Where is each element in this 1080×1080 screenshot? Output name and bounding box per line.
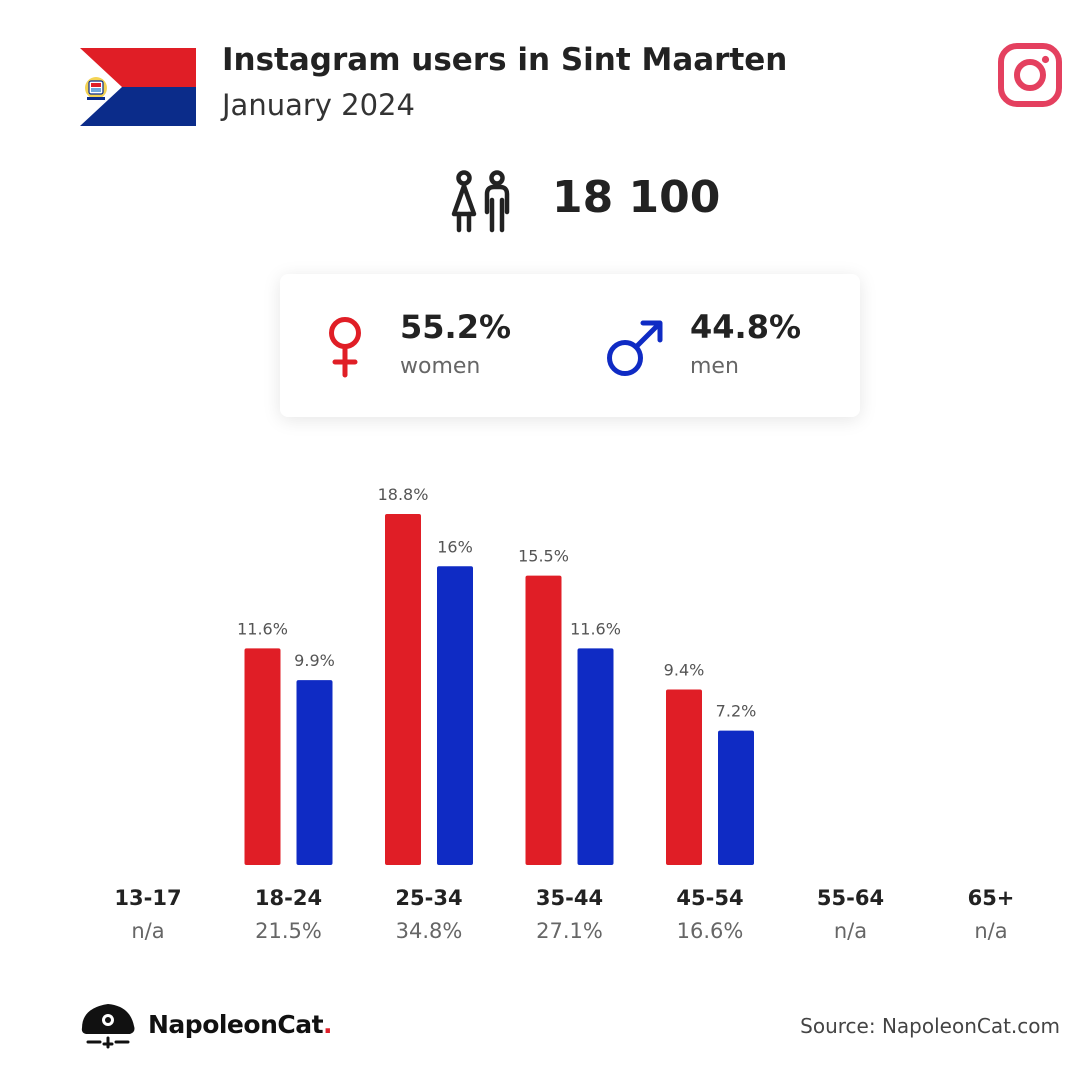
women-percentage: 55.2% <box>400 308 512 346</box>
age-group-label: 35-44 <box>536 886 603 910</box>
brand-name: NapoleonCat. <box>148 1010 333 1039</box>
age-group-share: 16.6% <box>677 919 744 943</box>
bar-value-label: 7.2% <box>716 702 757 721</box>
bar-value-label: 11.6% <box>237 619 288 638</box>
sint-maarten-flag-icon <box>80 48 196 126</box>
bar-men <box>296 680 333 865</box>
bar-women <box>525 575 562 865</box>
bar-women <box>244 648 281 865</box>
napoleoncat-logo-icon <box>81 1004 135 1049</box>
page-subtitle: January 2024 <box>222 88 415 122</box>
age-group-share: n/a <box>131 919 164 943</box>
men-percentage: 44.8% <box>690 308 802 346</box>
bar-value-label: 11.6% <box>570 619 621 638</box>
gender-split-card <box>280 274 860 417</box>
bar-value-label: 9.4% <box>664 661 705 680</box>
men-label: men <box>690 354 739 379</box>
age-group-label: 45-54 <box>676 886 743 910</box>
bar-women <box>666 689 702 865</box>
age-group-share: n/a <box>974 919 1007 943</box>
bar-men <box>577 648 614 865</box>
age-group-share: n/a <box>834 919 867 943</box>
male-symbol-icon <box>607 320 663 376</box>
age-group-label: 18-24 <box>255 886 322 910</box>
bar-value-label: 9.9% <box>294 651 335 670</box>
women-label: women <box>400 354 481 379</box>
age-group-share: 21.5% <box>255 919 322 943</box>
bar-men <box>718 730 754 865</box>
bar-women <box>385 514 421 865</box>
age-group-label: 65+ <box>968 886 1015 910</box>
bar-value-label: 18.8% <box>378 485 429 504</box>
instagram-logo-icon <box>998 43 1062 107</box>
page-title: Instagram users in Sint Maarten <box>222 42 788 78</box>
female-symbol-icon <box>329 317 361 378</box>
age-group-label: 25-34 <box>395 886 462 910</box>
age-gender-bar-chart: 13-17 n/a 11.6% 9.9% 18-24 21.5% 18.8% 16% 25-34… <box>114 485 1015 943</box>
age-group-label: 13-17 <box>114 886 181 910</box>
bar-men <box>437 566 473 865</box>
source-note: Source: NapoleonCat.com <box>800 1014 1060 1038</box>
bar-value-label: 16% <box>437 537 473 556</box>
age-group-share: 27.1% <box>536 919 603 943</box>
users-couple-icon <box>451 170 510 233</box>
age-group-share: 34.8% <box>396 919 463 943</box>
age-group-label: 55-64 <box>817 886 884 910</box>
total-users-value: 18 100 <box>552 172 721 223</box>
bar-value-label: 15.5% <box>518 547 569 566</box>
